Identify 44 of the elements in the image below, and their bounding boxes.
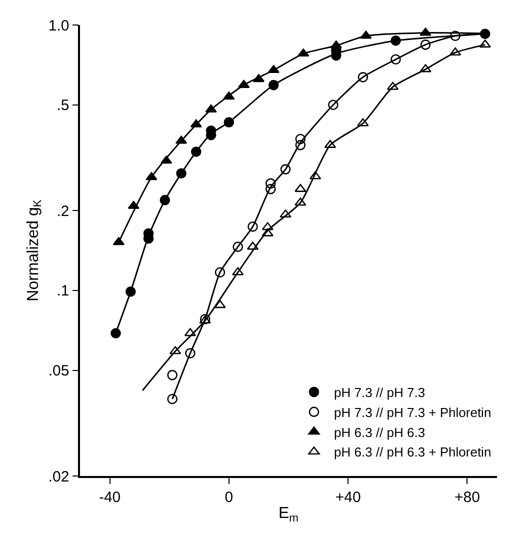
point [358, 72, 368, 82]
y-tick-label: .2 [56, 202, 70, 220]
point [280, 210, 292, 218]
x-tick-label: -40 [98, 488, 121, 506]
point [265, 184, 276, 194]
point [450, 30, 460, 42]
point [232, 242, 244, 252]
y-tick-label: .02 [48, 468, 70, 486]
point [128, 200, 140, 209]
y-tick-label: .1 [56, 282, 70, 300]
legend-label: pH 7.3 // pH 7.3 + Phloretin [334, 404, 492, 420]
point [294, 198, 306, 206]
point [185, 348, 196, 358]
point [420, 64, 432, 72]
x-tick-label: 0 [224, 488, 234, 506]
point [357, 118, 369, 126]
x-axis-title: E$_{m}$ [278, 504, 298, 524]
point [214, 267, 226, 278]
point [262, 228, 274, 236]
y-tick-label: 1.0 [48, 17, 70, 34]
point [232, 267, 244, 276]
y-tick-label: .5 [56, 97, 70, 114]
point [449, 47, 462, 56]
point [214, 300, 226, 308]
point [248, 221, 258, 232]
x-tick-label: +40 [335, 488, 361, 506]
legend-label: pH 6.3 // pH 6.3 + Phloretin [334, 444, 492, 460]
point [479, 40, 491, 48]
legend-label: pH 7.3 // pH 7.3 [334, 385, 426, 400]
legend-label: pH 6.3 // pH 6.3 [334, 424, 426, 440]
point [265, 178, 276, 189]
point [167, 394, 178, 404]
point [294, 184, 306, 192]
x-tick-label: +80 [454, 488, 480, 506]
point [390, 54, 401, 65]
point [295, 134, 306, 144]
point [328, 100, 338, 110]
point [167, 370, 178, 380]
point [280, 164, 291, 174]
point [110, 328, 121, 338]
y-tick-label: .05 [48, 362, 70, 380]
point [262, 222, 274, 230]
point [420, 40, 431, 50]
point [295, 140, 306, 150]
